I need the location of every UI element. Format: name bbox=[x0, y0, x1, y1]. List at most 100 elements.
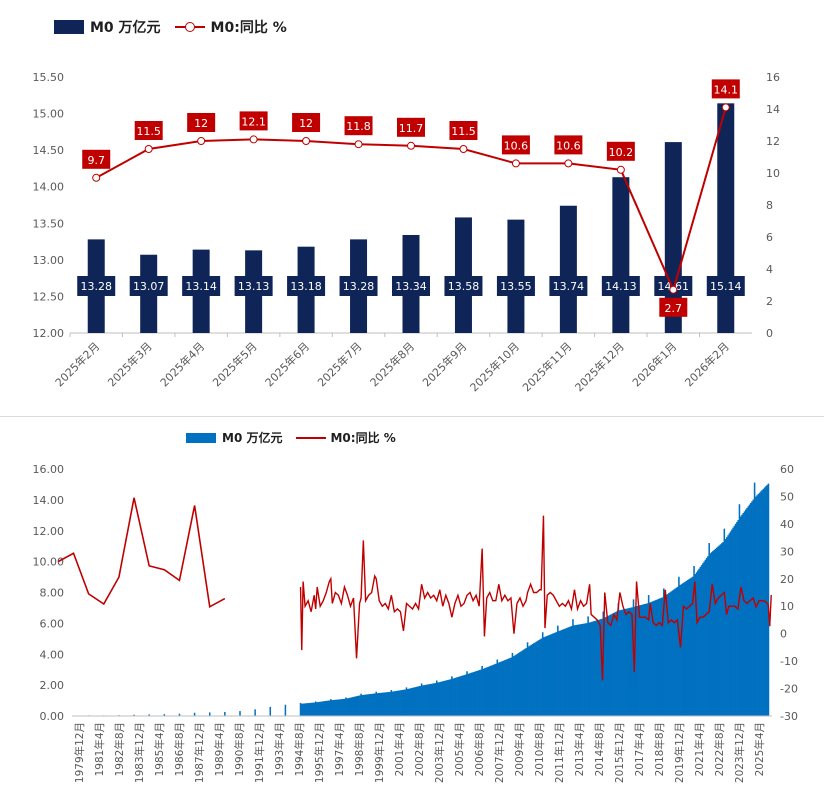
bar-data-label: 13.13 bbox=[238, 280, 270, 293]
bar-data-label: 13.07 bbox=[133, 280, 165, 293]
legend-line-label: M0:同比 % bbox=[211, 17, 287, 37]
bar-data-label: 13.55 bbox=[500, 280, 532, 293]
y-right-tick-label: 12 bbox=[766, 135, 780, 148]
line-data-label: 11.5 bbox=[451, 125, 476, 138]
x-tick-label: 2015年12月 bbox=[613, 722, 626, 783]
y-right-tick-label: 14 bbox=[766, 103, 780, 116]
x-tick-label: 2025年10月 bbox=[467, 339, 522, 394]
line-point bbox=[250, 136, 257, 143]
chart-history: 0.002.004.006.008.0010.0012.0014.0016.00… bbox=[0, 417, 824, 794]
y-left-tick-label: 13.50 bbox=[33, 217, 65, 230]
y-right-tick-label: 0 bbox=[766, 327, 773, 340]
y-left-tick-label: 0.00 bbox=[40, 710, 65, 723]
line-data-label: 10.6 bbox=[504, 139, 529, 152]
legend-area-label: M0 万亿元 bbox=[222, 429, 282, 446]
y-left-tick-label: 8.00 bbox=[40, 587, 65, 600]
y-right-tick-label: -30 bbox=[780, 710, 798, 723]
x-tick-label: 1982年8月 bbox=[113, 722, 126, 776]
line-point bbox=[355, 141, 362, 148]
line-data-label: 9.7 bbox=[87, 154, 105, 167]
line-data-label: 2.7 bbox=[665, 302, 683, 315]
line-point bbox=[93, 174, 100, 181]
x-tick-label: 2025年7月 bbox=[314, 339, 364, 389]
x-tick-label: 2025年2月 bbox=[52, 339, 102, 389]
legend-line-label: M0:同比 % bbox=[330, 429, 395, 446]
x-tick-label: 2026年1月 bbox=[629, 339, 679, 389]
x-tick-label: 1985年4月 bbox=[153, 722, 166, 776]
x-tick-label: 2025年8月 bbox=[367, 339, 417, 389]
legend-item-bar: M0 万亿元 bbox=[54, 17, 161, 37]
x-tick-label: 2025年4月 bbox=[753, 722, 766, 776]
area-bar bbox=[224, 712, 226, 716]
line-data-label: 11.8 bbox=[346, 120, 371, 133]
y-left-tick-label: 6.00 bbox=[40, 617, 65, 630]
y-left-tick-label: 13.00 bbox=[33, 254, 65, 267]
x-tick-label: 2025年4月 bbox=[157, 339, 207, 389]
y-right-tick-label: -20 bbox=[780, 683, 798, 696]
legend-line-swatch bbox=[296, 433, 326, 443]
bar-data-label: 15.14 bbox=[710, 280, 742, 293]
x-tick-label: 2018年8月 bbox=[653, 722, 666, 776]
x-tick-label: 2025年11月 bbox=[519, 339, 574, 394]
y-right-tick-label: 60 bbox=[780, 463, 794, 476]
x-tick-label: 2019年12月 bbox=[673, 722, 686, 783]
x-tick-label: 1991年12月 bbox=[253, 722, 266, 783]
x-tick-label: 1998年8月 bbox=[353, 722, 366, 776]
bar-data-label: 13.58 bbox=[448, 280, 480, 293]
legend-bar-swatch bbox=[54, 20, 84, 34]
y-right-tick-label: 16 bbox=[766, 71, 780, 84]
area-bar bbox=[254, 709, 256, 716]
line-point bbox=[617, 166, 624, 173]
x-tick-label: 2025年5月 bbox=[210, 339, 260, 389]
area-bar bbox=[285, 705, 287, 716]
x-tick-label: 1997年4月 bbox=[333, 722, 346, 776]
x-tick-label: 2014年8月 bbox=[593, 722, 606, 776]
x-tick-label: 1987年12月 bbox=[193, 722, 206, 783]
x-tick-label: 2023年12月 bbox=[733, 722, 746, 783]
area-bar bbox=[768, 484, 770, 716]
legend-item-line: M0:同比 % bbox=[296, 429, 395, 446]
y-left-tick-label: 12.50 bbox=[33, 290, 65, 303]
line-point bbox=[722, 104, 729, 111]
area-series-m0 bbox=[58, 483, 770, 716]
line-data-label: 11.7 bbox=[399, 122, 424, 135]
x-tick-label: 2013年4月 bbox=[573, 722, 586, 776]
chart-recent-monthly: 12.0012.5013.0013.5014.0014.5015.0015.50… bbox=[0, 0, 824, 416]
legend-item-area: M0 万亿元 bbox=[186, 429, 282, 446]
y-left-tick-label: 12.00 bbox=[33, 327, 65, 340]
y-right-tick-label: 2 bbox=[766, 295, 773, 308]
line-point bbox=[145, 146, 152, 153]
x-tick-label: 2001年4月 bbox=[393, 722, 406, 776]
area-bar bbox=[239, 711, 241, 716]
line-data-label: 11.5 bbox=[136, 125, 161, 138]
y-right-tick-label: 0 bbox=[780, 628, 787, 641]
x-tick-label: 2022年8月 bbox=[713, 722, 726, 776]
bar bbox=[612, 177, 629, 333]
x-tick-label: 1983年12月 bbox=[133, 722, 146, 783]
x-tick-label: 2025年12月 bbox=[572, 339, 627, 394]
bar-data-label: 13.28 bbox=[80, 280, 112, 293]
y-left-tick-label: 15.50 bbox=[33, 71, 65, 84]
x-tick-label: 2025年3月 bbox=[105, 339, 155, 389]
bar-data-label: 14.13 bbox=[605, 280, 637, 293]
legend-line-swatch bbox=[175, 20, 205, 34]
y-left-tick-label: 12.00 bbox=[33, 525, 65, 538]
line-data-label: 10.6 bbox=[556, 139, 581, 152]
y-right-tick-label: 40 bbox=[780, 518, 794, 531]
y-right-tick-label: 4 bbox=[766, 263, 773, 276]
y-right-tick-label: 10 bbox=[766, 167, 780, 180]
line-point bbox=[565, 160, 572, 167]
y-left-tick-label: 14.50 bbox=[33, 144, 65, 157]
y-right-tick-label: 50 bbox=[780, 490, 794, 503]
line-point bbox=[512, 160, 519, 167]
y-left-tick-label: 10.00 bbox=[33, 556, 65, 569]
bar-data-label: 13.14 bbox=[185, 280, 217, 293]
x-tick-label: 2017年4月 bbox=[633, 722, 646, 776]
legend-bottom: M0 万亿元 M0:同比 % bbox=[186, 429, 410, 446]
legend-top: M0 万亿元 M0:同比 % bbox=[54, 17, 301, 37]
x-tick-label: 2026年2月 bbox=[682, 339, 732, 389]
y-right-tick-label: 10 bbox=[780, 600, 794, 613]
line-data-label: 14.1 bbox=[714, 83, 739, 96]
